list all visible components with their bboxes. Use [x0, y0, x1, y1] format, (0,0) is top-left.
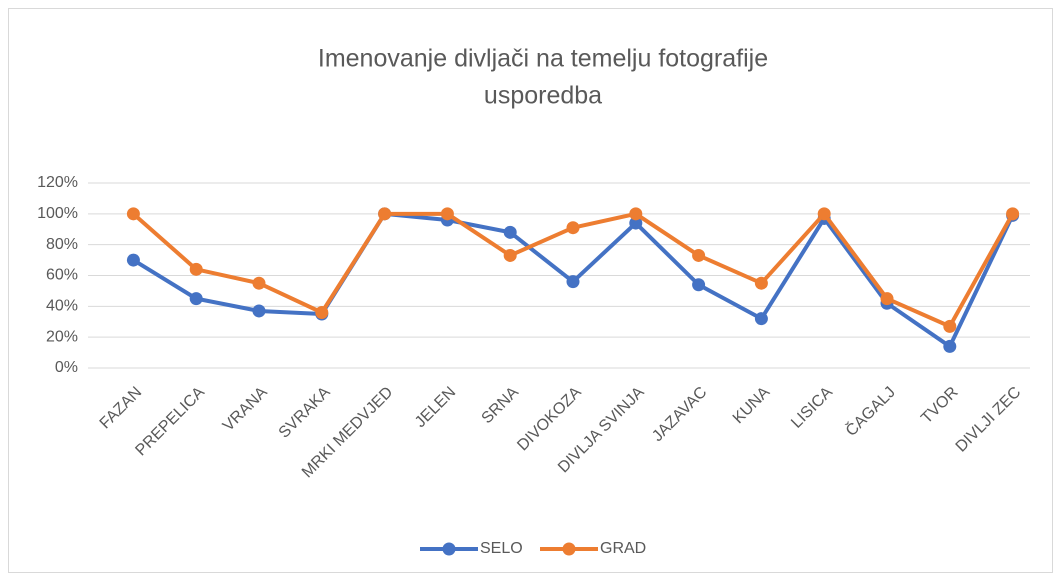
point — [629, 216, 643, 230]
y-tick-label: 80% — [46, 236, 78, 253]
y-tick-label: 100% — [37, 205, 78, 222]
point — [189, 262, 203, 276]
y-tick-label: 20% — [46, 328, 78, 345]
point — [315, 306, 329, 319]
point — [126, 253, 140, 267]
point — [252, 276, 266, 290]
point — [440, 207, 454, 221]
legend-label: GRAD — [600, 540, 646, 557]
point — [252, 304, 266, 318]
point — [189, 292, 203, 306]
point — [629, 207, 643, 221]
legend-marker — [442, 542, 456, 556]
y-tick-label: 0% — [55, 359, 78, 376]
point — [503, 248, 517, 262]
point — [692, 248, 706, 262]
legend-marker — [562, 542, 576, 556]
point — [880, 292, 894, 306]
point — [754, 276, 768, 290]
point — [817, 207, 831, 221]
point — [1006, 207, 1020, 221]
point — [126, 207, 140, 221]
y-tick-label: 60% — [46, 267, 78, 284]
point — [503, 225, 517, 239]
point — [943, 339, 957, 353]
point — [943, 319, 957, 333]
point — [566, 275, 580, 289]
chart-title: usporedba — [484, 82, 602, 110]
point — [378, 207, 392, 221]
point — [566, 221, 580, 235]
legend-label: SELO — [480, 540, 523, 557]
point — [754, 312, 768, 326]
chart-title: Imenovanje divljači na temelju fotografi… — [318, 45, 768, 73]
y-tick-label: 40% — [46, 298, 78, 315]
point — [692, 278, 706, 292]
y-tick-label: 120% — [37, 174, 78, 191]
